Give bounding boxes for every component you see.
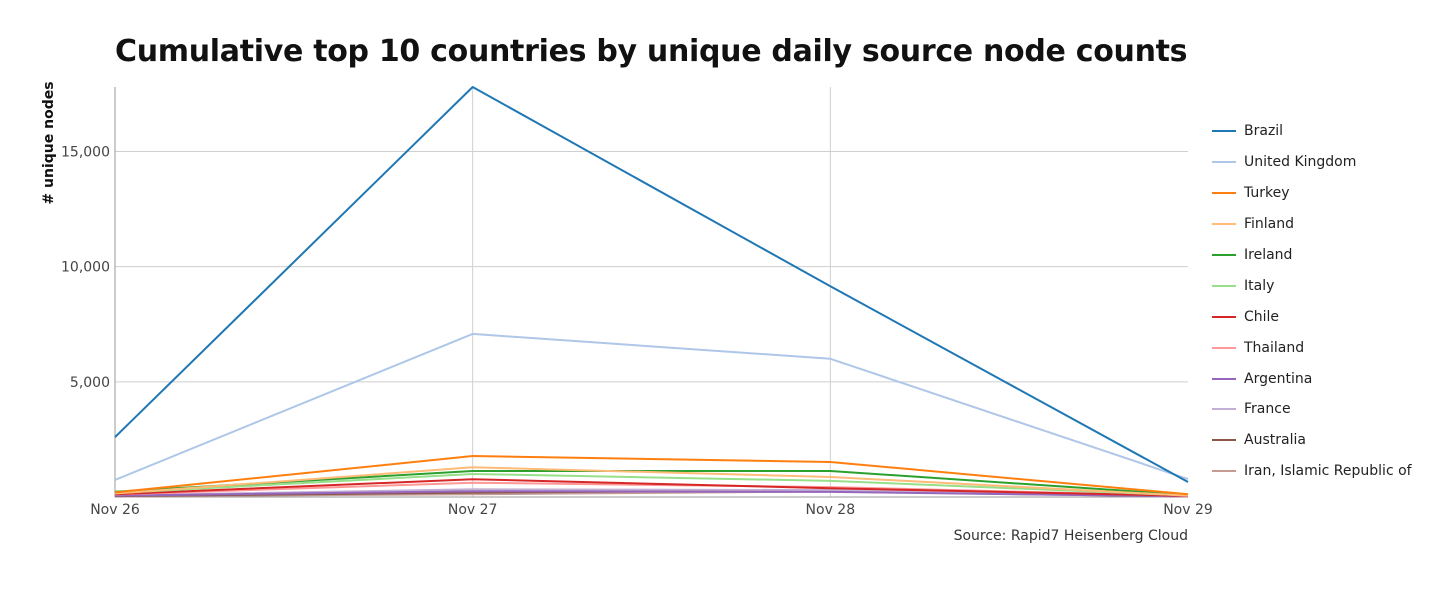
legend-swatch [1212,439,1236,442]
legend-label: France [1244,401,1291,418]
legend-swatch [1212,470,1236,473]
legend-label: Finland [1244,216,1295,233]
legend-swatch [1212,223,1236,226]
source-note: Source: Rapid7 Heisenberg Cloud [953,528,1188,544]
legend-item-argentina: Argentina [1212,363,1412,394]
legend-item-france: France [1212,394,1412,425]
legend-swatch [1212,130,1236,133]
x-tick-label: Nov 26 [90,502,140,518]
legend-item-chile: Chile [1212,301,1412,332]
legend-swatch [1212,192,1236,195]
legend-item-turkey: Turkey [1212,178,1412,209]
y-tick-label: 15,000 [61,144,110,160]
legend-item-finland: Finland [1212,209,1412,240]
legend-item-iran-islamic-republic-of: Iran, Islamic Republic of [1212,456,1412,487]
legend: Brazil United Kingdom Turkey Finland Ireland… [1212,116,1412,487]
legend-item-thailand: Thailand [1212,332,1412,363]
legend-label: Brazil [1244,123,1284,140]
legend-swatch [1212,254,1236,256]
legend-swatch [1212,408,1236,411]
y-tick-labels: 5,000 10,000 15,000 [61,144,110,390]
series-lines [114,86,1189,498]
legend-item-italy: Italy [1212,270,1412,301]
legend-label: Argentina [1244,370,1313,387]
legend-swatch [1212,315,1236,318]
series-line-brazil [114,86,1189,483]
series-line-chile [114,478,1189,497]
legend-label: United Kingdom [1244,154,1357,171]
legend-item-brazil: Brazil [1212,116,1412,147]
legend-label: Thailand [1244,339,1305,356]
series-line-turkey [114,455,1189,496]
legend-label: Turkey [1244,185,1290,202]
grid-lines [115,87,1188,497]
legend-swatch [1212,377,1236,380]
legend-swatch [1212,161,1236,164]
legend-item-united-kingdom: United Kingdom [1212,147,1412,178]
x-tick-labels: Nov 26 Nov 27 Nov 28 Nov 29 [90,502,1213,518]
axes [114,87,1188,498]
y-axis-label: # unique nodes [41,81,57,204]
series-line-united-kingdom [114,332,1189,481]
legend-label: Ireland [1244,247,1293,263]
legend-label: Chile [1244,308,1280,325]
legend-item-australia: Australia [1212,425,1412,456]
x-tick-label: Nov 29 [1163,502,1213,518]
legend-label: Australia [1244,432,1306,449]
series-line-finland [114,466,1189,497]
chart-title: Cumulative top 10 countries by unique da… [115,34,1188,69]
y-tick-label: 10,000 [61,260,110,276]
x-tick-label: Nov 27 [448,502,498,518]
y-tick-label: 5,000 [70,375,110,391]
series-line-argentina [114,490,1189,498]
legend-swatch [1212,284,1236,287]
series-line-italy [114,472,1189,497]
x-tick-label: Nov 28 [806,502,856,518]
legend-swatch [1212,346,1236,349]
legend-item-ireland: Ireland [1212,240,1412,271]
legend-label: Iran, Islamic Republic of [1244,463,1412,480]
legend-label: Italy [1244,277,1275,294]
